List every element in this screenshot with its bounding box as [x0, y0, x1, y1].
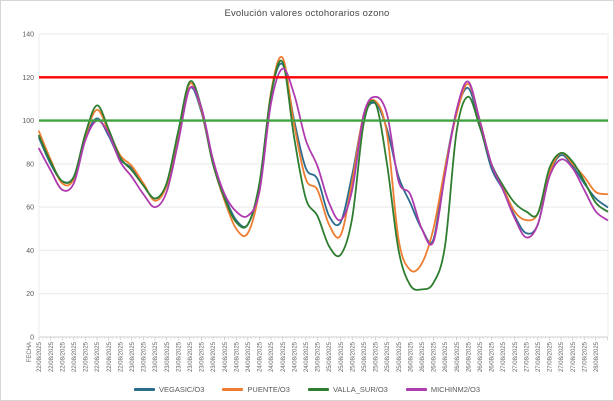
x-tick-label: 22/08/2025 — [84, 341, 90, 372]
x-tick-label: 24/08/2025 — [269, 341, 275, 372]
x-tick-label: 26/08/2025 — [466, 341, 472, 372]
x-tick-label: 26/08/2025 — [455, 341, 461, 372]
x-tick-label: 27/08/2025 — [501, 341, 507, 372]
x-tick-label: 25/08/2025 — [339, 341, 345, 372]
x-tick-label: 22/08/2025 — [60, 341, 66, 372]
x-tick-label: 26/08/2025 — [408, 341, 414, 372]
y-tick-label: 20 — [26, 291, 34, 298]
x-tick-label: 25/08/2025 — [327, 341, 333, 372]
x-tick-label: 24/08/2025 — [223, 341, 229, 372]
legend-label: VALLA_SUR/O3 — [332, 385, 388, 394]
x-tick-label: 26/08/2025 — [443, 341, 449, 372]
x-tick-label: 23/08/2025 — [165, 341, 171, 372]
x-tick-label: 26/08/2025 — [478, 341, 484, 372]
legend-item-puente-o3: PUENTE/O3 — [222, 385, 290, 394]
x-tick-label: 26/08/2025 — [490, 341, 496, 372]
x-tick-label: 23/08/2025 — [153, 341, 159, 372]
x-tick-label: 24/08/2025 — [281, 341, 287, 372]
x-tick-label: 28/08/2025 — [594, 341, 600, 372]
legend-item-valla-sur-o3: VALLA_SUR/O3 — [307, 385, 388, 394]
x-tick-label: 27/08/2025 — [548, 341, 554, 372]
legend-label: MICHINM2/O3 — [430, 385, 480, 394]
x-tick-label: 22/08/2025 — [95, 341, 101, 372]
x-tick-label: 25/08/2025 — [397, 341, 403, 372]
x-tick-label: 24/08/2025 — [258, 341, 264, 372]
legend-swatch — [222, 388, 244, 391]
x-tick-label: 25/08/2025 — [374, 341, 380, 372]
x-tick-label: 24/08/2025 — [246, 341, 252, 372]
series-line-valla-sur-o3 — [38, 59, 609, 291]
x-tick-label: 25/08/2025 — [362, 341, 368, 372]
chart-title: Evolución valores octohorarios ozono — [224, 8, 390, 19]
x-tick-label: 23/08/2025 — [130, 341, 136, 372]
x-tick-label: 26/08/2025 — [420, 341, 426, 372]
legend-item-vegasic-o3: VEGASIC/O3 — [133, 385, 205, 394]
x-tick-label: 22/08/2025 — [118, 341, 124, 372]
x-tick-label: 25/08/2025 — [316, 341, 322, 372]
x-tick-label: 24/08/2025 — [234, 341, 240, 372]
x-tick-label: 27/08/2025 — [559, 341, 565, 372]
y-tick-label: 0 — [30, 335, 34, 342]
legend-item-michinm2-o3: MICHINM2/O3 — [405, 385, 480, 394]
legend: VEGASIC/O3 PUENTE/O3 VALLA_SUR/O3 MICHINM2/… — [1, 385, 613, 394]
legend-swatch — [307, 388, 329, 391]
y-tick-label: 60 — [26, 205, 34, 212]
legend-swatch — [405, 388, 427, 391]
x-tick-label: 27/08/2025 — [524, 341, 530, 372]
x-tick-label: 25/08/2025 — [350, 341, 356, 372]
x-tick-label: 23/08/2025 — [142, 341, 148, 372]
x-tick-label: 22/08/2025 — [72, 341, 78, 372]
x-tick-label: 23/08/2025 — [176, 341, 182, 372]
legend-label: VEGASIC/O3 — [158, 385, 205, 394]
x-axis-name: FECHA — [27, 342, 33, 362]
x-tick-label: 23/08/2025 — [200, 341, 206, 372]
legend-swatch — [133, 388, 155, 391]
y-tick-label: 80 — [26, 161, 34, 168]
x-tick-label: 22/08/2025 — [37, 341, 43, 372]
x-tick-label: 23/08/2025 — [188, 341, 194, 372]
series-line-vegasic-o3 — [38, 62, 609, 244]
x-tick-label: 22/08/2025 — [107, 341, 113, 372]
y-tick-label: 120 — [22, 75, 34, 82]
x-tick-label: 22/08/2025 — [49, 341, 55, 372]
x-tick-label: 25/08/2025 — [385, 341, 391, 372]
y-tick-label: 100 — [22, 118, 34, 125]
x-tick-label: 27/08/2025 — [582, 341, 588, 372]
x-tick-label: 23/08/2025 — [211, 341, 217, 372]
x-tick-label: 26/08/2025 — [432, 341, 438, 372]
y-tick-label: 140 — [22, 32, 34, 39]
series-line-michinm2-o3 — [38, 67, 609, 246]
x-tick-label: 24/08/2025 — [304, 341, 310, 372]
x-tick-label: 24/08/2025 — [292, 341, 298, 372]
x-tick-label: 27/08/2025 — [571, 341, 577, 372]
y-tick-label: 40 — [26, 248, 34, 255]
x-tick-label: 27/08/2025 — [536, 341, 542, 372]
legend-label: PUENTE/O3 — [247, 385, 290, 394]
x-tick-label: 27/08/2025 — [513, 341, 519, 372]
series-line-puente-o3 — [38, 55, 609, 273]
